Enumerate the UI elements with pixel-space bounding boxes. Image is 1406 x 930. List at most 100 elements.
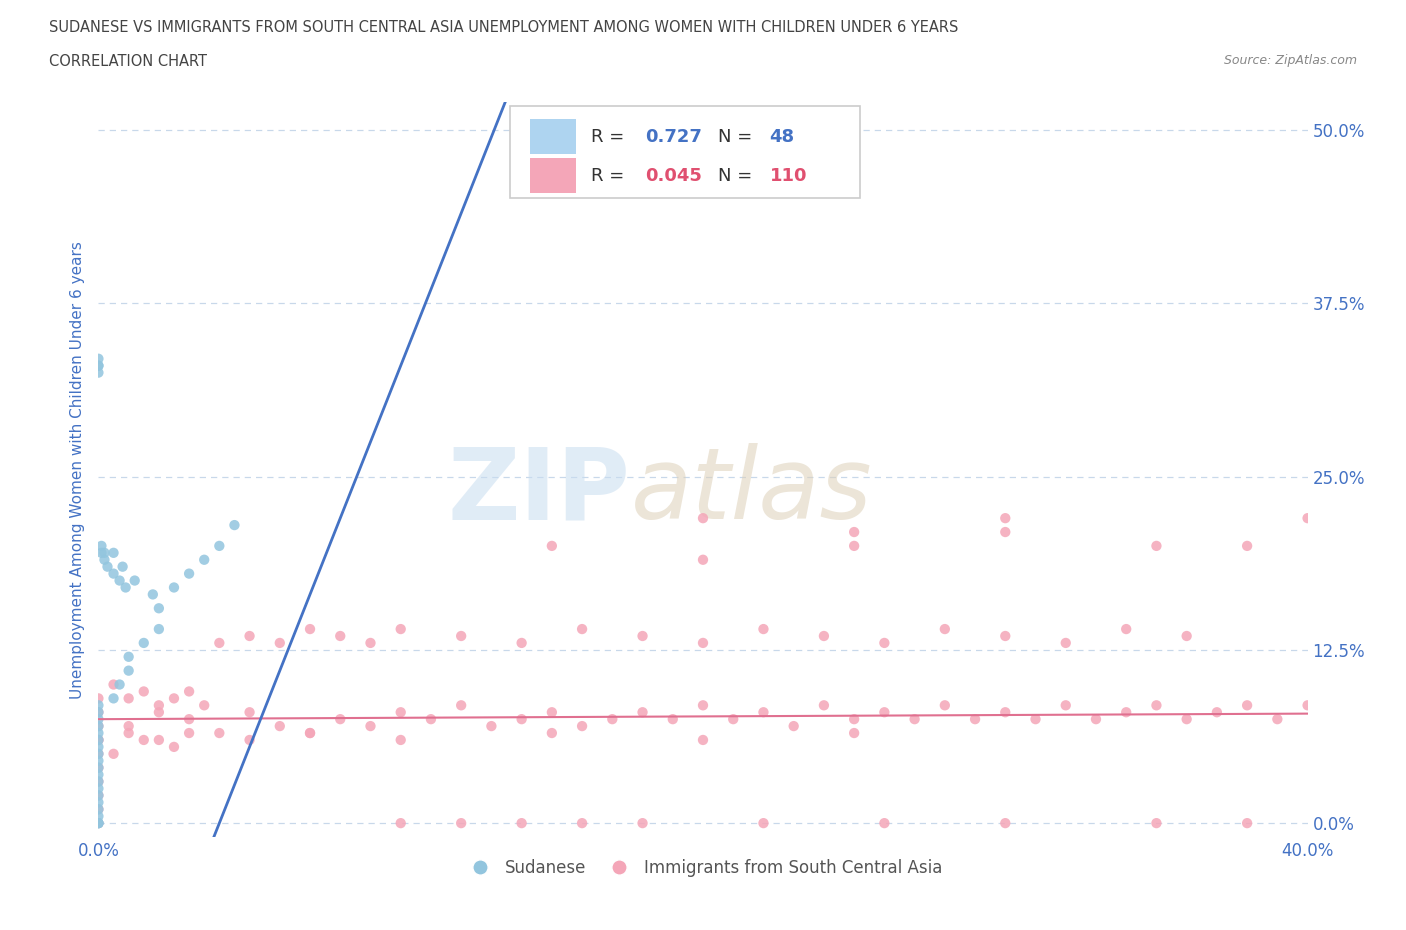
Text: ZIP: ZIP — [447, 444, 630, 540]
Point — [87, 802, 110, 817]
Point — [661, 711, 683, 726]
Point — [87, 816, 110, 830]
Point — [299, 621, 322, 636]
Point — [450, 629, 472, 644]
Point — [124, 573, 146, 588]
Point — [1206, 705, 1229, 720]
Text: CORRELATION CHART: CORRELATION CHART — [49, 54, 207, 69]
Point — [90, 545, 112, 560]
Point — [692, 552, 714, 567]
Point — [844, 538, 866, 553]
Point — [87, 781, 110, 796]
Point — [692, 698, 714, 712]
Point — [631, 629, 654, 644]
Point — [481, 719, 503, 734]
Point — [1267, 711, 1289, 726]
Point — [96, 559, 118, 574]
Point — [224, 518, 246, 533]
Point — [510, 635, 533, 650]
Point — [103, 566, 125, 581]
Point — [148, 621, 170, 636]
Point — [87, 733, 110, 748]
Point — [87, 816, 110, 830]
Point — [965, 711, 987, 726]
Point — [179, 566, 201, 581]
Point — [934, 698, 956, 712]
Text: N =: N = — [717, 166, 758, 184]
Point — [87, 788, 110, 803]
Point — [208, 635, 231, 650]
Point — [142, 587, 165, 602]
Point — [87, 365, 110, 380]
Point — [813, 698, 835, 712]
Point — [118, 719, 141, 734]
Point — [844, 725, 866, 740]
Point — [87, 719, 110, 734]
Point — [873, 816, 896, 830]
Point — [994, 705, 1017, 720]
Point — [1144, 816, 1167, 830]
Point — [904, 711, 927, 726]
Text: atlas: atlas — [630, 444, 872, 540]
Point — [87, 733, 110, 748]
Point — [87, 358, 110, 373]
Point — [299, 725, 322, 740]
Point — [132, 684, 155, 698]
Point — [299, 725, 322, 740]
Point — [1175, 629, 1198, 644]
Point — [179, 725, 201, 740]
Point — [90, 538, 112, 553]
Point — [163, 691, 186, 706]
Point — [752, 621, 775, 636]
Point — [571, 816, 593, 830]
Point — [269, 635, 291, 650]
Point — [148, 705, 170, 720]
Point — [103, 545, 125, 560]
Point — [1054, 635, 1077, 650]
Point — [994, 629, 1017, 644]
Point — [844, 525, 866, 539]
Point — [87, 795, 110, 810]
FancyBboxPatch shape — [530, 119, 576, 154]
Point — [813, 629, 835, 644]
Point — [1115, 705, 1137, 720]
Point — [87, 725, 110, 740]
Point — [1175, 711, 1198, 726]
Text: 0.727: 0.727 — [645, 127, 702, 146]
Point — [269, 719, 291, 734]
Point — [87, 691, 110, 706]
Point — [239, 733, 262, 748]
FancyBboxPatch shape — [530, 158, 576, 193]
Point — [87, 719, 110, 734]
Point — [132, 733, 155, 748]
Point — [1236, 816, 1258, 830]
Point — [692, 635, 714, 650]
Point — [571, 719, 593, 734]
Point — [193, 552, 215, 567]
Point — [602, 711, 624, 726]
Point — [1054, 698, 1077, 712]
Point — [571, 621, 593, 636]
Point — [87, 816, 110, 830]
Text: SUDANESE VS IMMIGRANTS FROM SOUTH CENTRAL ASIA UNEMPLOYMENT AMONG WOMEN WITH CHI: SUDANESE VS IMMIGRANTS FROM SOUTH CENTRA… — [49, 20, 959, 35]
Point — [1144, 538, 1167, 553]
Point — [1296, 698, 1319, 712]
Point — [148, 698, 170, 712]
Point — [87, 809, 110, 824]
Point — [994, 816, 1017, 830]
Point — [148, 733, 170, 748]
Legend: Sudanese, Immigrants from South Central Asia: Sudanese, Immigrants from South Central … — [457, 853, 949, 884]
Point — [389, 705, 412, 720]
Point — [87, 816, 110, 830]
Point — [103, 747, 125, 762]
Point — [631, 705, 654, 720]
Point — [752, 816, 775, 830]
Point — [360, 719, 382, 734]
Point — [87, 753, 110, 768]
Point — [118, 663, 141, 678]
Point — [360, 635, 382, 650]
Point — [844, 711, 866, 726]
Point — [540, 705, 562, 720]
Point — [87, 733, 110, 748]
Point — [179, 684, 201, 698]
